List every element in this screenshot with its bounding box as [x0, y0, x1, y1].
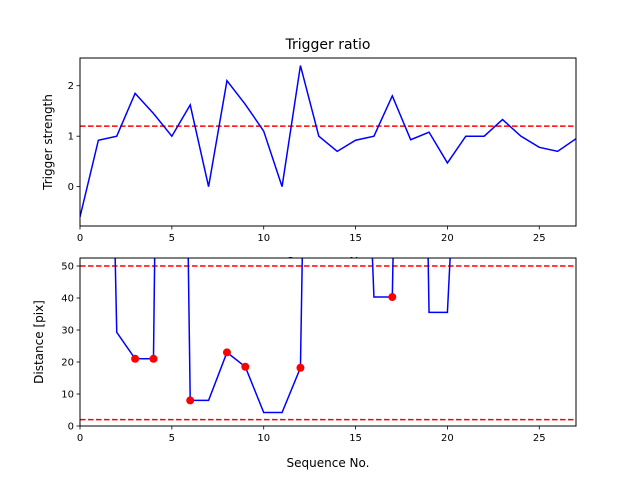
y-tick-label: 50 — [61, 262, 74, 273]
series-line — [80, 65, 576, 218]
y-tick-label: 10 — [61, 390, 74, 401]
x-tick-label: 20 — [441, 433, 454, 444]
bottom-plot-cover — [80, 258, 576, 426]
x-tick-label: 10 — [257, 233, 270, 244]
x-axis-label: Sequence No. — [287, 456, 370, 470]
data-point-marker — [149, 354, 158, 363]
data-point-marker — [186, 396, 195, 405]
x-tick-label: 15 — [349, 433, 362, 444]
x-tick-label: 0 — [77, 433, 83, 444]
y-tick-label: 2 — [68, 81, 74, 92]
plot-frame-overlay — [79, 257, 577, 427]
y-tick-label: 20 — [61, 358, 74, 369]
axis-ticks: 0 5 10 15 20 25 0 1 2 — [68, 81, 546, 244]
y-tick-label: 0 — [68, 422, 74, 433]
data-point-marker — [388, 293, 397, 302]
y-tick-label: 0 — [68, 182, 74, 193]
x-tick-label: 25 — [533, 433, 546, 444]
plot-area — [80, 65, 576, 218]
x-tick-label: 20 — [441, 233, 454, 244]
x-tick-label: 5 — [169, 233, 175, 244]
trigger-ratio-chart: Trigger ratio Trigger strength 0 5 10 15 20 2… — [41, 37, 577, 244]
y-tick-label: 40 — [61, 294, 74, 305]
data-point-marker — [222, 348, 231, 357]
y-axis-label: Distance [pix] — [32, 300, 46, 384]
x-tick-label: 15 — [349, 233, 362, 244]
distance-chart-foreground — [79, 257, 577, 427]
data-point-marker — [296, 363, 305, 372]
plot-frame — [79, 57, 577, 227]
y-tick-label: 1 — [68, 132, 74, 143]
data-point-marker — [131, 354, 140, 363]
data-point-marker — [241, 362, 250, 371]
x-tick-label: 10 — [257, 433, 270, 444]
x-tick-label: 25 — [533, 233, 546, 244]
chart-title: Trigger ratio — [284, 37, 370, 53]
axis-ticks: 0 5 10 15 20 25 0 10 20 30 40 50 — [61, 262, 545, 445]
plot-area-clipped — [80, 258, 576, 421]
y-axis-label: Trigger strength — [41, 94, 55, 191]
x-tick-label: 5 — [169, 433, 175, 444]
y-tick-label: 30 — [61, 326, 74, 337]
x-tick-label: 0 — [77, 233, 83, 244]
